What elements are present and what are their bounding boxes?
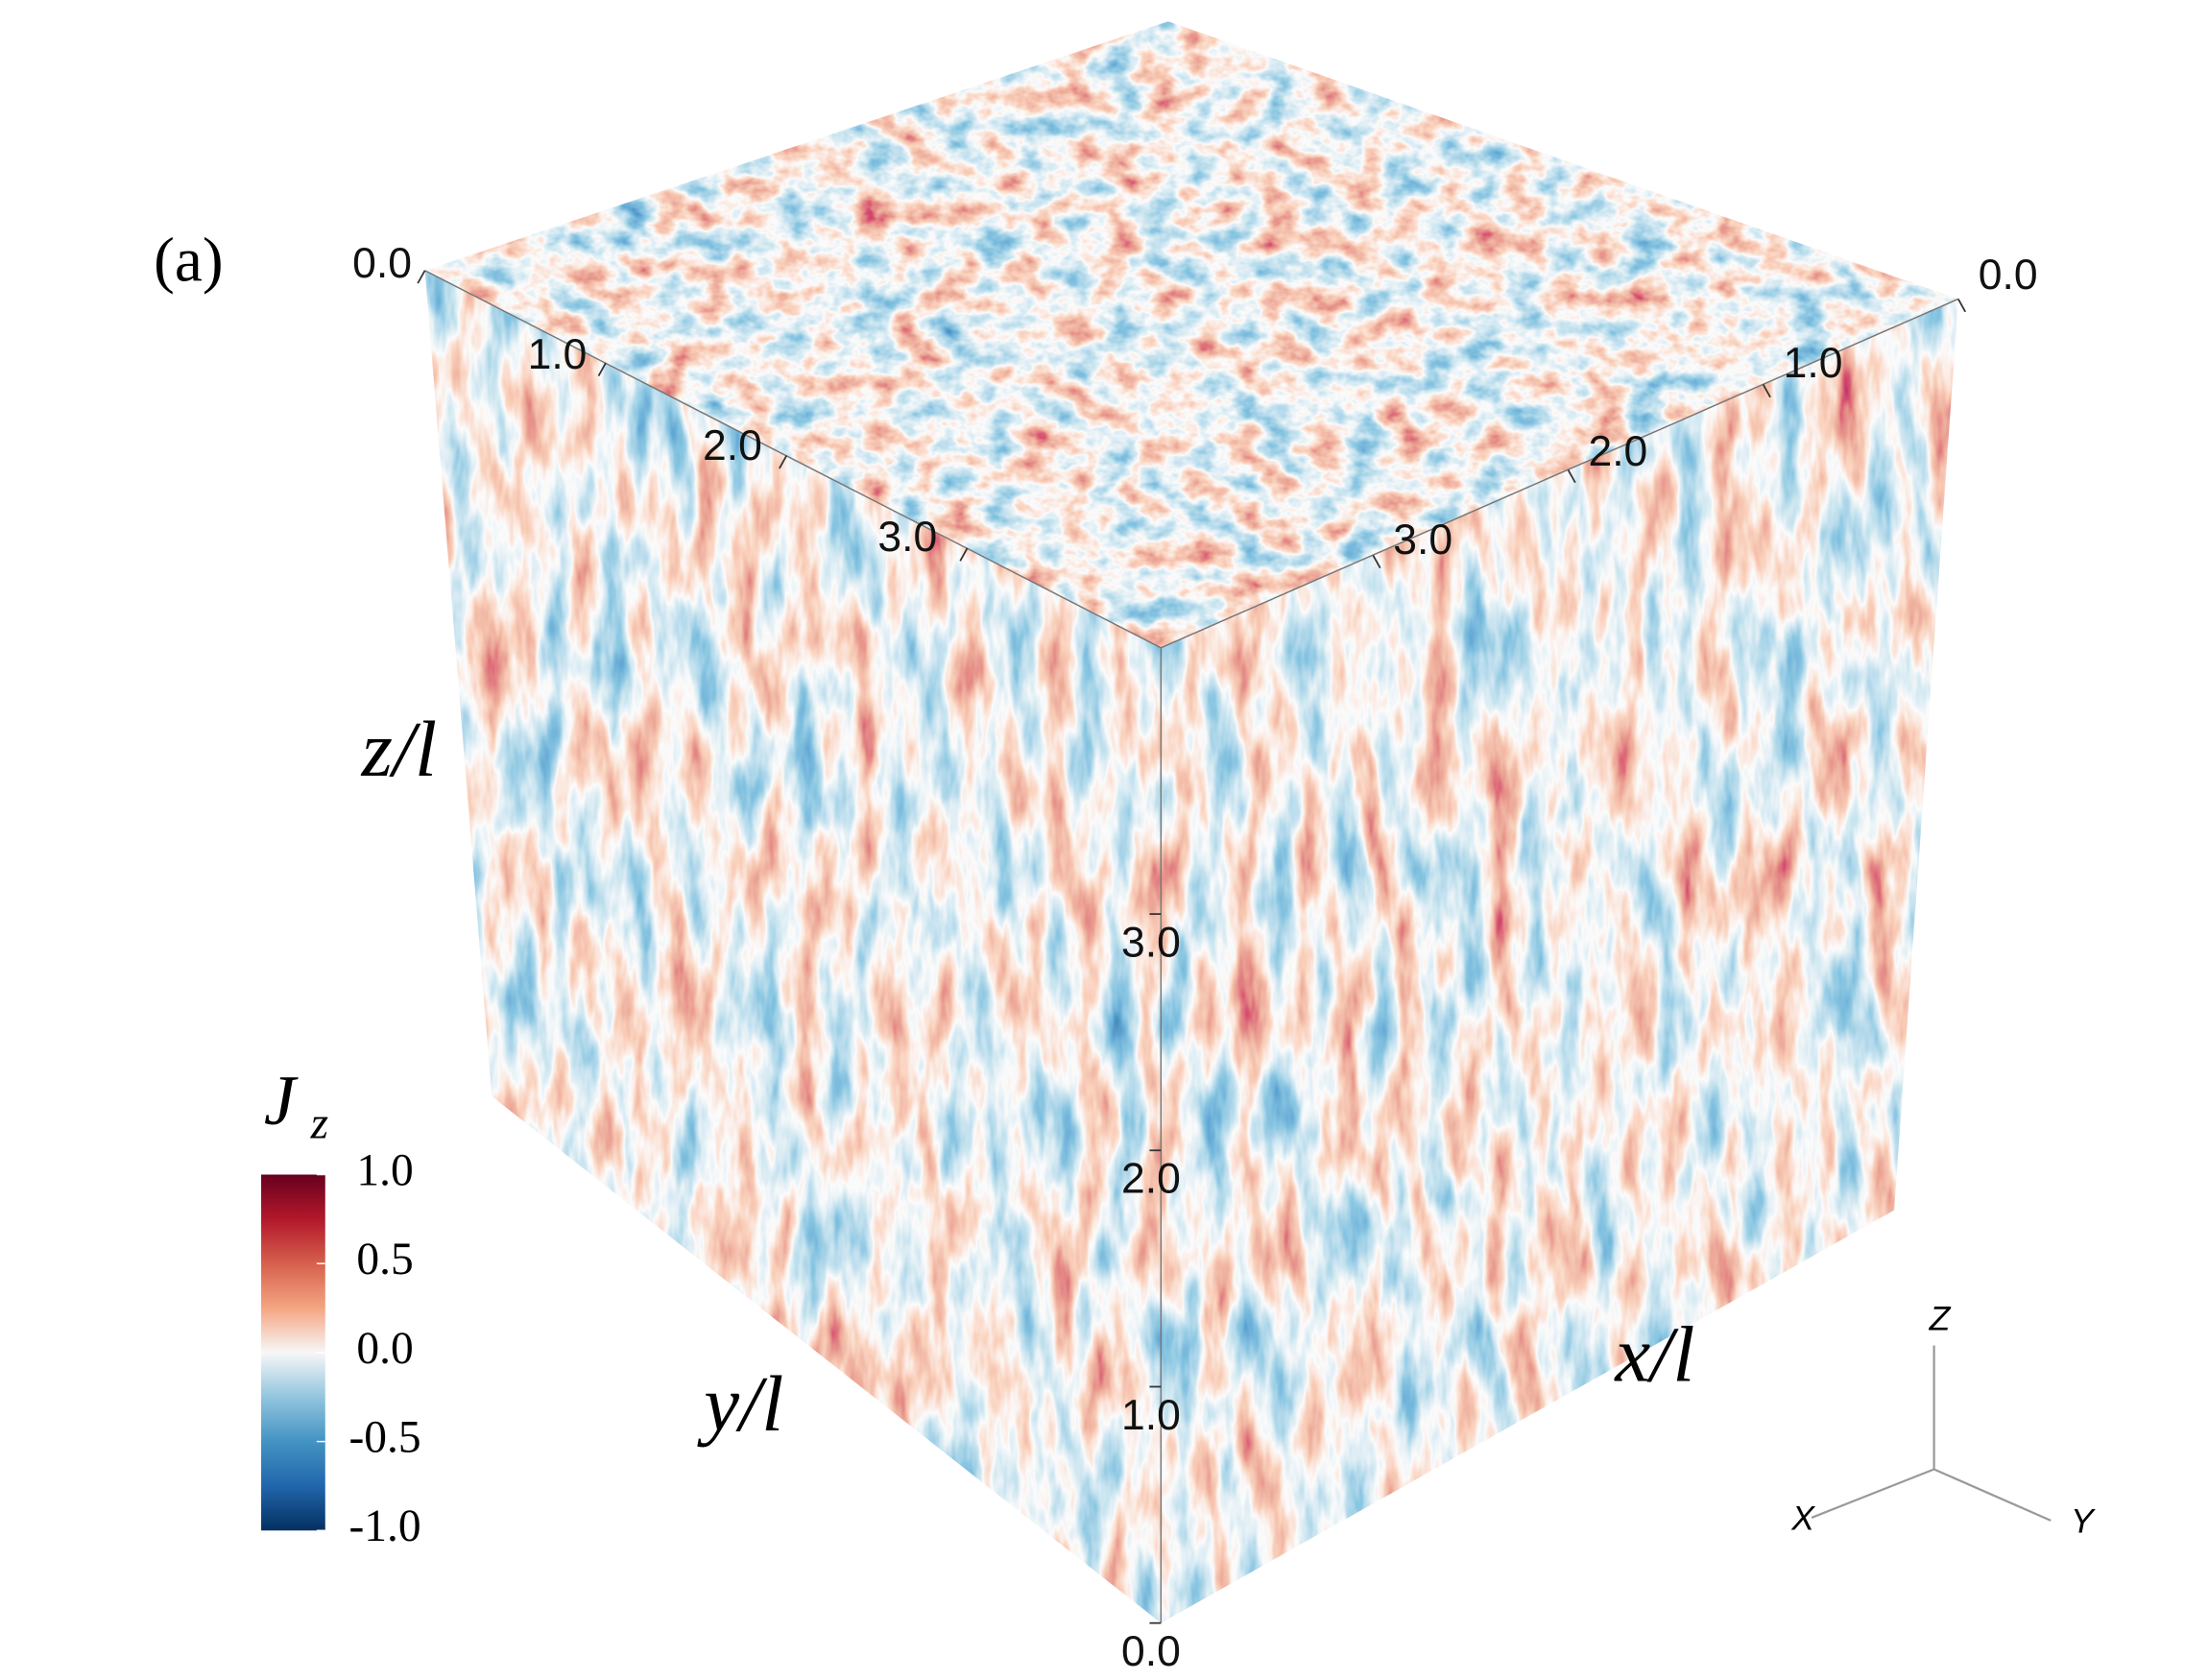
axis-label: z/l (361, 705, 437, 793)
colorbar-title: J (264, 1062, 299, 1140)
tick-label: 1.0 (1784, 340, 1843, 387)
triad-label: X (1790, 1499, 1815, 1537)
panel-label: (a) (154, 226, 223, 295)
axis-label: x/l (1613, 1309, 1694, 1398)
tick-mark (1567, 468, 1576, 484)
tick-mark (1957, 299, 1967, 313)
tick-label: 3.0 (877, 514, 937, 561)
triad-axis (1933, 1468, 2052, 1522)
tick-label: 0.0 (1121, 1628, 1181, 1675)
colorbar (261, 1174, 325, 1531)
tick-label: 3.0 (1393, 516, 1452, 564)
tick-mark (1762, 383, 1771, 398)
tick-mark (779, 455, 788, 469)
colorbar-title-subscript: z (310, 1098, 328, 1148)
triad-label: Y (2071, 1501, 2096, 1540)
tick-mark (597, 362, 607, 376)
tick-label: 0.0 (352, 240, 412, 287)
orientation-triad: Z X Y (1790, 1300, 2096, 1541)
tick-label: 2.0 (1121, 1156, 1181, 1203)
colorbar-tick-label: 0.0 (356, 1324, 413, 1374)
triad-label: Z (1929, 1300, 1952, 1338)
tick-mark (959, 547, 969, 562)
tick-label: 0.0 (1979, 252, 2038, 299)
tick-label: 3.0 (1121, 919, 1181, 966)
colorbar-tick-label: -1.0 (349, 1501, 421, 1551)
axis-label: y/l (697, 1359, 783, 1448)
tick-label: 1.0 (528, 331, 588, 378)
tick-mark (417, 270, 426, 284)
colorbar-tick-label: 1.0 (356, 1145, 413, 1195)
colorbar-tick-label: 0.5 (356, 1235, 413, 1284)
colorbar-tick-label: -0.5 (349, 1412, 421, 1462)
tick-label: 2.0 (703, 422, 762, 469)
tick-mark (1372, 554, 1381, 569)
tick-label: 1.0 (1121, 1392, 1181, 1439)
triad-axis (1811, 1468, 1935, 1519)
tick-label: 2.0 (1588, 428, 1647, 475)
